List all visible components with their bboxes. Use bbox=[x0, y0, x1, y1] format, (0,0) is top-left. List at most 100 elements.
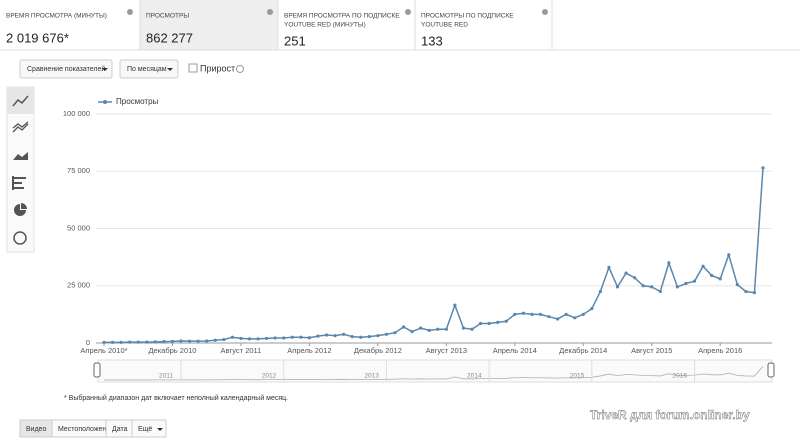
y-tick-label: 0 bbox=[86, 338, 90, 347]
data-point bbox=[744, 289, 748, 294]
tab-label: Видео bbox=[26, 426, 47, 433]
growth-checkbox[interactable] bbox=[188, 63, 198, 73]
period-button-label: По месяцам bbox=[127, 66, 167, 73]
data-point bbox=[461, 326, 466, 330]
area-icon[interactable] bbox=[13, 152, 28, 160]
data-point bbox=[667, 261, 671, 265]
data-point bbox=[256, 337, 260, 341]
data-point bbox=[316, 334, 320, 338]
navigator-handle[interactable] bbox=[93, 362, 101, 378]
data-point bbox=[102, 340, 106, 344]
data-point bbox=[376, 334, 380, 338]
data-point bbox=[735, 283, 739, 287]
help-icon[interactable] bbox=[405, 9, 411, 15]
line-chart-icon[interactable] bbox=[12, 95, 29, 107]
multi-line-icon[interactable] bbox=[12, 121, 29, 133]
data-point bbox=[265, 336, 269, 341]
tab[interactable] bbox=[131, 419, 167, 438]
data-point bbox=[290, 335, 294, 339]
data-point bbox=[213, 338, 217, 342]
tile-label: ВРЕМЯ ПРОСМОТРА ПО ПОДПИСКЕ bbox=[284, 13, 400, 20]
tile-label: YOUTUBE RED bbox=[421, 22, 468, 29]
x-tick-label: Апрель 2016 bbox=[698, 346, 742, 355]
data-point bbox=[307, 336, 312, 340]
legend-marker bbox=[103, 100, 107, 104]
y-tick-label: 50 000 bbox=[67, 223, 90, 232]
data-point bbox=[547, 315, 551, 319]
data-point bbox=[555, 317, 560, 321]
data-point bbox=[641, 284, 645, 288]
data-point bbox=[282, 336, 286, 340]
legend-label: Просмотры bbox=[116, 97, 159, 106]
data-point bbox=[521, 311, 525, 315]
data-point bbox=[752, 291, 757, 295]
x-tick-label: Август 2013 bbox=[426, 346, 467, 355]
data-point bbox=[650, 285, 654, 289]
help-icon[interactable] bbox=[127, 9, 133, 15]
data-point bbox=[607, 265, 611, 270]
map-icon[interactable] bbox=[13, 231, 27, 245]
compare-button-label: Сравнение показателей bbox=[27, 65, 105, 73]
tab-label: Ещё bbox=[138, 426, 152, 433]
data-point bbox=[299, 335, 303, 339]
data-point bbox=[162, 340, 166, 344]
data-point bbox=[453, 303, 457, 307]
period-button[interactable] bbox=[119, 59, 179, 79]
chart-type-toolbar bbox=[6, 86, 35, 253]
data-point bbox=[615, 285, 620, 289]
data-point bbox=[727, 253, 731, 257]
x-tick-label: Декабрь 2012 bbox=[354, 346, 402, 355]
data-point bbox=[624, 271, 628, 275]
data-point bbox=[145, 340, 149, 344]
tile-value: 133 bbox=[421, 33, 443, 48]
data-point bbox=[478, 321, 483, 326]
y-tick-label: 75 000 bbox=[67, 166, 90, 175]
data-point bbox=[573, 316, 577, 320]
tile-label: ПРОСМОТРЫ bbox=[146, 13, 189, 20]
data-point bbox=[359, 335, 363, 339]
data-point bbox=[170, 339, 175, 343]
data-point bbox=[692, 279, 697, 283]
data-point bbox=[470, 327, 474, 331]
navigator-year: 2016 bbox=[673, 373, 688, 380]
help-icon[interactable] bbox=[542, 9, 548, 15]
data-point bbox=[436, 327, 440, 331]
series-line bbox=[104, 167, 764, 344]
bar-icon[interactable] bbox=[12, 176, 26, 190]
data-point bbox=[487, 321, 491, 326]
navigator-handle[interactable] bbox=[767, 362, 775, 378]
data-point bbox=[324, 333, 329, 337]
data-point bbox=[684, 281, 688, 286]
data-point bbox=[718, 277, 722, 281]
data-point bbox=[504, 319, 508, 323]
data-point bbox=[179, 339, 183, 343]
data-point bbox=[247, 337, 252, 341]
help-icon[interactable] bbox=[236, 65, 244, 73]
tile-selected-bg bbox=[140, 0, 278, 50]
pie-icon[interactable] bbox=[14, 203, 27, 216]
x-tick-label: Август 2015 bbox=[631, 346, 672, 355]
data-point bbox=[153, 340, 157, 344]
dropdown-arrow bbox=[167, 68, 173, 71]
footnote: * Выбранный диапазон дат включает неполн… bbox=[64, 394, 288, 402]
data-point bbox=[273, 336, 277, 340]
data-point bbox=[710, 273, 714, 278]
data-point bbox=[538, 312, 543, 316]
compare-button[interactable] bbox=[19, 59, 113, 79]
data-point bbox=[119, 340, 123, 344]
help-icon[interactable] bbox=[267, 9, 273, 15]
dropdown-arrow bbox=[102, 68, 108, 71]
tile-value: 2 019 676* bbox=[6, 30, 69, 45]
tile-label: ВРЕМЯ ПРОСМОТРА (МИНУТЫ) bbox=[6, 13, 107, 20]
navigator-year: 2012 bbox=[262, 373, 277, 380]
navigator-year: 2014 bbox=[467, 373, 482, 380]
data-point bbox=[136, 340, 140, 344]
tile-value: 862 277 bbox=[146, 30, 193, 45]
data-point bbox=[598, 289, 602, 294]
data-point bbox=[530, 312, 534, 316]
data-point bbox=[350, 334, 354, 339]
data-point bbox=[564, 312, 568, 316]
growth-label: Прирост bbox=[200, 63, 235, 73]
data-point bbox=[367, 334, 371, 339]
data-point bbox=[393, 331, 397, 335]
